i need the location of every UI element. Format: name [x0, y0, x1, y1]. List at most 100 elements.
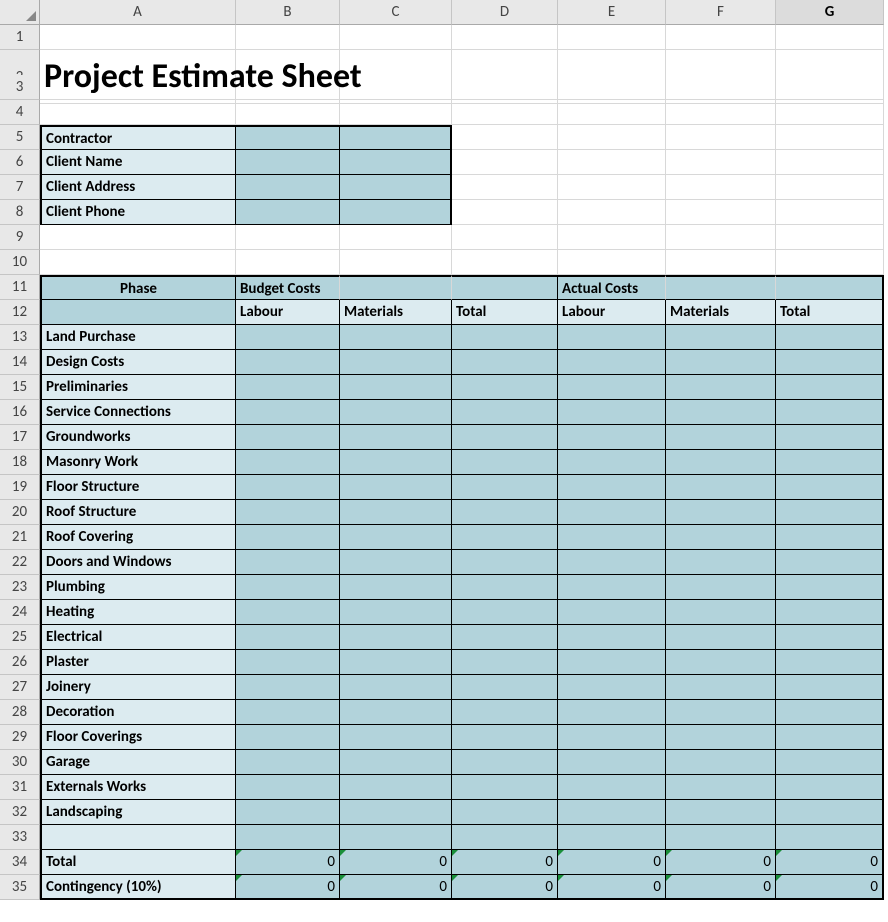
- row-header-19[interactable]: 19: [0, 475, 40, 500]
- cell-C17[interactable]: [340, 425, 452, 450]
- cell-E15[interactable]: [558, 375, 666, 400]
- cell-F34[interactable]: 0: [666, 850, 776, 875]
- cell-E18[interactable]: [558, 450, 666, 475]
- cell-G16[interactable]: [776, 400, 884, 425]
- cell-E21[interactable]: [558, 525, 666, 550]
- cell-B8[interactable]: [236, 200, 340, 225]
- cell-B31[interactable]: [236, 775, 340, 800]
- cell-E28[interactable]: [558, 700, 666, 725]
- cell-C34[interactable]: 0: [340, 850, 452, 875]
- cell-F33[interactable]: [666, 825, 776, 850]
- cell-G3[interactable]: [776, 75, 884, 100]
- cell-D35[interactable]: 0: [452, 875, 558, 900]
- cell-D3[interactable]: [452, 75, 558, 100]
- cell-E25[interactable]: [558, 625, 666, 650]
- cell-E24[interactable]: [558, 600, 666, 625]
- cell-E7[interactable]: [558, 175, 666, 200]
- cell-E9[interactable]: [558, 225, 666, 250]
- row-header-23[interactable]: 23: [0, 575, 40, 600]
- cell-G7[interactable]: [776, 175, 884, 200]
- row-header-6[interactable]: 6: [0, 150, 40, 175]
- cell-C22[interactable]: [340, 550, 452, 575]
- cell-D34[interactable]: 0: [452, 850, 558, 875]
- cell-C26[interactable]: [340, 650, 452, 675]
- cell-D10[interactable]: [452, 250, 558, 275]
- cell-E22[interactable]: [558, 550, 666, 575]
- cell-D20[interactable]: [452, 500, 558, 525]
- cell-E17[interactable]: [558, 425, 666, 450]
- cell-F31[interactable]: [666, 775, 776, 800]
- column-header-D[interactable]: D: [452, 0, 558, 25]
- cell-C30[interactable]: [340, 750, 452, 775]
- cell-E19[interactable]: [558, 475, 666, 500]
- cell-G15[interactable]: [776, 375, 884, 400]
- cell-C11[interactable]: [340, 275, 452, 300]
- cell-E10[interactable]: [558, 250, 666, 275]
- cell-F29[interactable]: [666, 725, 776, 750]
- cell-G19[interactable]: [776, 475, 884, 500]
- cell-C35[interactable]: 0: [340, 875, 452, 900]
- row-header-9[interactable]: 9: [0, 225, 40, 250]
- row-header-20[interactable]: 20: [0, 500, 40, 525]
- cell-B5[interactable]: [236, 125, 340, 150]
- cell-E6[interactable]: [558, 150, 666, 175]
- cell-B27[interactable]: [236, 675, 340, 700]
- cell-F4[interactable]: [666, 100, 776, 125]
- cell-G11[interactable]: [776, 275, 884, 300]
- cell-E16[interactable]: [558, 400, 666, 425]
- cell-D8[interactable]: [452, 200, 558, 225]
- cell-D27[interactable]: [452, 675, 558, 700]
- cell-G22[interactable]: [776, 550, 884, 575]
- cell-A9[interactable]: [40, 225, 236, 250]
- cell-G34[interactable]: 0: [776, 850, 884, 875]
- cell-B25[interactable]: [236, 625, 340, 650]
- cell-E31[interactable]: [558, 775, 666, 800]
- cell-G17[interactable]: [776, 425, 884, 450]
- cell-F3[interactable]: [666, 75, 776, 100]
- cell-B30[interactable]: [236, 750, 340, 775]
- cell-D22[interactable]: [452, 550, 558, 575]
- cell-D17[interactable]: [452, 425, 558, 450]
- row-header-27[interactable]: 27: [0, 675, 40, 700]
- cell-F32[interactable]: [666, 800, 776, 825]
- cell-F26[interactable]: [666, 650, 776, 675]
- row-header-4[interactable]: 4: [0, 100, 40, 125]
- row-header-21[interactable]: 21: [0, 525, 40, 550]
- cell-C7[interactable]: [340, 175, 452, 200]
- cell-B24[interactable]: [236, 600, 340, 625]
- column-header-C[interactable]: C: [340, 0, 452, 25]
- cell-D32[interactable]: [452, 800, 558, 825]
- cell-D14[interactable]: [452, 350, 558, 375]
- cell-F18[interactable]: [666, 450, 776, 475]
- cell-C15[interactable]: [340, 375, 452, 400]
- cell-G25[interactable]: [776, 625, 884, 650]
- cell-B15[interactable]: [236, 375, 340, 400]
- cell-E32[interactable]: [558, 800, 666, 825]
- row-header-35[interactable]: 35: [0, 875, 40, 900]
- cell-D18[interactable]: [452, 450, 558, 475]
- cell-F13[interactable]: [666, 325, 776, 350]
- cell-B7[interactable]: [236, 175, 340, 200]
- cell-C29[interactable]: [340, 725, 452, 750]
- row-header-13[interactable]: 13: [0, 325, 40, 350]
- cell-C28[interactable]: [340, 700, 452, 725]
- cell-E3[interactable]: [558, 75, 666, 100]
- cell-B1[interactable]: [236, 25, 340, 50]
- cell-E20[interactable]: [558, 500, 666, 525]
- cell-C31[interactable]: [340, 775, 452, 800]
- cell-G23[interactable]: [776, 575, 884, 600]
- cell-F14[interactable]: [666, 350, 776, 375]
- cell-F27[interactable]: [666, 675, 776, 700]
- cell-D1[interactable]: [452, 25, 558, 50]
- cell-G9[interactable]: [776, 225, 884, 250]
- cell-G31[interactable]: [776, 775, 884, 800]
- cell-C14[interactable]: [340, 350, 452, 375]
- cell-C13[interactable]: [340, 325, 452, 350]
- cell-F24[interactable]: [666, 600, 776, 625]
- cell-E29[interactable]: [558, 725, 666, 750]
- cell-D7[interactable]: [452, 175, 558, 200]
- cell-D24[interactable]: [452, 600, 558, 625]
- column-header-E[interactable]: E: [558, 0, 666, 25]
- cell-F8[interactable]: [666, 200, 776, 225]
- cell-B20[interactable]: [236, 500, 340, 525]
